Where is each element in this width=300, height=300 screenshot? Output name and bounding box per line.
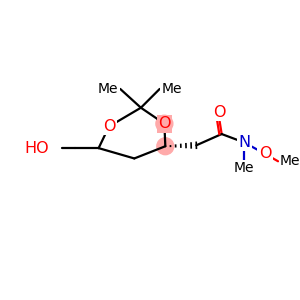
Circle shape xyxy=(157,138,174,155)
Circle shape xyxy=(156,115,173,132)
Text: O: O xyxy=(158,116,171,131)
Text: O: O xyxy=(214,105,226,120)
Text: O: O xyxy=(259,146,271,161)
Text: N: N xyxy=(238,135,250,150)
Text: Me: Me xyxy=(162,82,182,96)
Text: HO: HO xyxy=(24,141,49,156)
Text: O: O xyxy=(103,119,115,134)
Text: Me: Me xyxy=(280,154,300,168)
Text: Me: Me xyxy=(98,82,118,96)
Text: Me: Me xyxy=(234,161,254,175)
